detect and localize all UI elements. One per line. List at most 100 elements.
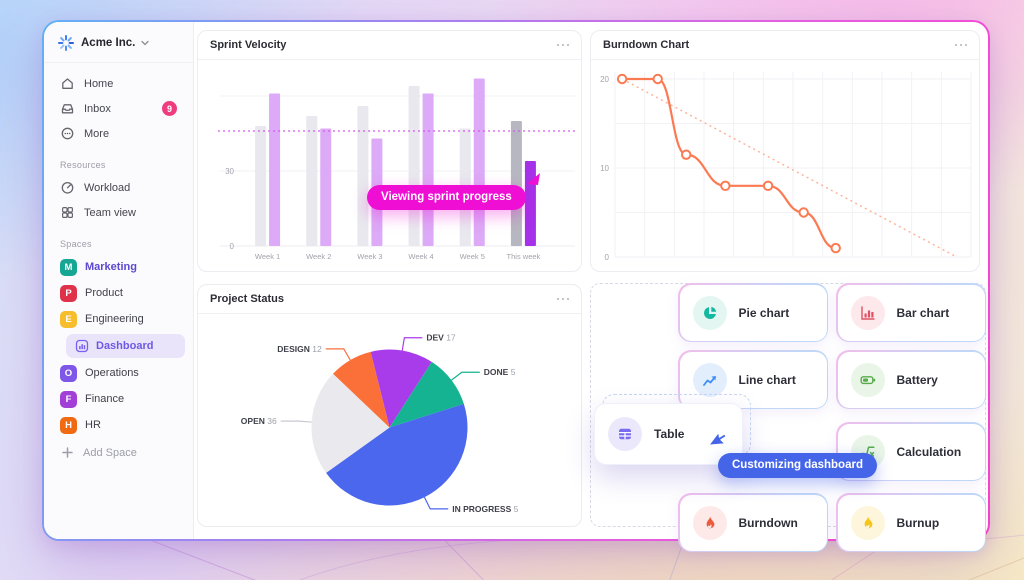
widget-label: Calculation [896,444,962,459]
table-icon [608,417,642,451]
sidebar-item-inbox[interactable]: Inbox 9 [52,96,185,121]
sidebar-item-engineering[interactable]: E Engineering [44,306,193,332]
bar-chart-icon [850,295,885,330]
nav-label: Inbox [84,102,111,115]
svg-text:Week 3: Week 3 [357,252,382,261]
space-badge: M [60,258,77,276]
home-icon [62,78,73,89]
sidebar-item-home[interactable]: Home [52,71,185,96]
svg-text:0: 0 [605,253,610,262]
widget-line-chart[interactable]: Line chart [678,350,828,409]
more-icon [61,127,74,140]
svg-text:Week 2: Week 2 [306,252,331,261]
dashboard-label: Dashboard [96,340,154,352]
widget-label: Table [654,427,685,441]
burndown-chart-card: Burndown Chart 0 10 20 [590,30,980,272]
widget-label: Burnup [896,515,940,530]
space-badge: P [60,284,77,302]
widget-label: Burndown [738,515,798,530]
tooltip-pointer-icon [526,173,540,185]
widget-label: Pie chart [738,305,790,320]
widget-calculation[interactable]: Calculation [836,422,986,481]
sprint-progress-tooltip: Viewing sprint progress [367,173,540,210]
dashboard-icon [75,339,89,353]
sidebar-item-team-view[interactable]: Team view [52,200,185,225]
sidebar-item-operations[interactable]: O Operations [44,360,193,386]
sidebar-item-marketing[interactable]: M Marketing [44,254,193,280]
svg-text:0: 0 [230,242,235,251]
line-chart-icon [692,362,727,397]
chevron-down-icon [141,40,149,46]
pie-chart-icon [692,295,727,330]
workspace-switcher[interactable]: Acme Inc. [44,22,193,63]
add-space-button[interactable]: Add Space [44,438,193,465]
battery-icon [850,362,885,397]
space-label: Product [85,287,123,299]
svg-text:30: 30 [225,167,234,176]
widget-bar-chart[interactable]: Bar chart [836,283,986,342]
svg-text:Week 1: Week 1 [255,252,280,261]
sidebar-item-dashboard-selected[interactable]: Dashboard [66,334,185,358]
widget-battery[interactable]: Battery [836,350,986,409]
card-title: Project Status [210,293,284,305]
svg-text:20: 20 [600,75,609,84]
project-status-pie-chart: DEV 17 DONE 5 IN PROGRESS 5 OPEN 36 DESIGN 1… [241,333,519,514]
burndown-chart: 0 10 20 [600,72,972,262]
widget-burndown[interactable]: Burndown [678,493,828,552]
workload-icon [61,181,74,194]
card-menu-button[interactable] [556,294,569,305]
sidebar-item-workload[interactable]: Workload [52,175,185,200]
widget-label: Line chart [738,372,796,387]
widget-table-dragging[interactable]: Table [594,403,743,465]
svg-text:Week 5: Week 5 [460,252,485,261]
nav-label: Workload [84,181,131,194]
widget-label: Bar chart [896,305,950,320]
space-label: Finance [85,393,125,405]
svg-text:OPEN 36: OPEN 36 [241,416,277,426]
customizing-dashboard-tooltip: Customizing dashboard [718,453,877,478]
sidebar-item-hr[interactable]: H HR [44,412,193,438]
mouse-cursor-icon [708,431,727,446]
card-menu-button[interactable] [556,40,569,51]
burnup-flame-icon [850,505,885,540]
card-menu-button[interactable] [954,40,967,51]
space-badge: H [60,416,77,434]
svg-text:10: 10 [600,164,609,173]
widget-burnup[interactable]: Burnup [836,493,986,552]
sidebar-item-finance[interactable]: F Finance [44,386,193,412]
section-title-spaces: Spaces [60,239,92,249]
sidebar-item-more[interactable]: More [52,121,185,146]
nav-label: Home [84,77,114,90]
team-view-icon [61,206,74,219]
space-label: HR [85,419,101,431]
nav-label: More [84,127,110,140]
sprint-velocity-chart: 0 30 Week 1 Week 2 Week 3 Week 4 Week 5 This we… [218,78,575,261]
add-space-label: Add Space [83,446,137,459]
svg-text:DEV 17: DEV 17 [426,333,456,343]
section-title-resources: Resources [60,160,106,170]
space-badge: F [60,390,77,408]
space-badge: O [60,364,77,382]
svg-text:DESIGN 12: DESIGN 12 [277,344,322,354]
sidebar-nav: Home Inbox 9 More [44,63,193,148]
space-label: Engineering [85,313,144,325]
plus-icon [62,447,73,458]
card-title: Burndown Chart [603,39,690,51]
space-badge: E [60,310,77,328]
space-label: Marketing [85,261,137,273]
inbox-icon [61,104,74,114]
widget-label: Battery [896,372,938,387]
burndown-flame-icon [692,505,727,540]
inbox-unread-badge: 9 [162,101,177,116]
sidebar: Acme Inc. Home Inbox 9 [44,22,194,539]
space-label: Operations [85,367,139,379]
sidebar-item-product[interactable]: P Product [44,280,193,306]
card-title: Sprint Velocity [210,39,287,51]
widget-pie-chart[interactable]: Pie chart [678,283,828,342]
project-status-card: Project Status DEV 17 DONE 5 IN PROGRESS 5… [197,284,582,527]
app-window: Acme Inc. Home Inbox 9 [42,20,990,552]
svg-text:This week: This week [507,252,541,261]
workspace-name: Acme Inc. [81,37,136,49]
svg-text:Week 4: Week 4 [408,252,433,261]
svg-text:IN PROGRESS 5: IN PROGRESS 5 [452,504,518,514]
